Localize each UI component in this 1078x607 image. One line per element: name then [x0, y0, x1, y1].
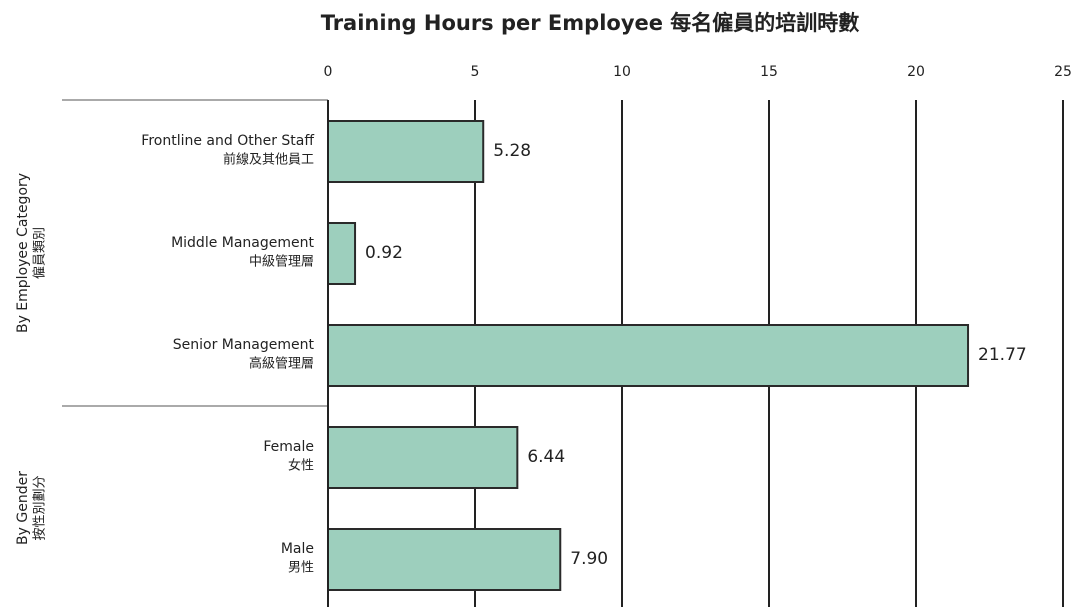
x-tick-label: 5 — [471, 64, 480, 80]
y-tick-label: Frontline and Other Staff — [141, 133, 314, 149]
y-tick-label: 中級管理層 — [249, 255, 314, 270]
bar — [327, 426, 519, 489]
value-label: 5.28 — [493, 141, 531, 161]
bar — [327, 528, 562, 591]
y-tick-label: Male — [281, 541, 314, 557]
y-tick-label: Female — [263, 439, 314, 455]
bar — [327, 222, 357, 285]
y-tick-label: 高級管理層 — [249, 356, 314, 372]
group-label: By Gender 按性別劃分 — [15, 471, 48, 545]
x-tick-label: 20 — [907, 64, 925, 80]
y-tick-label: 前線及其他員工 — [223, 152, 314, 168]
y-tick-label: 男性 — [288, 561, 314, 576]
x-tick-label: 0 — [324, 64, 333, 80]
x-tick-label: 10 — [613, 64, 631, 80]
y-tick-label: Middle Management — [171, 235, 314, 251]
x-tick-label: 25 — [1054, 64, 1072, 80]
bar — [327, 120, 485, 183]
chart-title: Training Hours per Employee 每名僱員的培訓時數 — [321, 11, 860, 35]
group-label-en: By Employee Category — [15, 173, 31, 333]
group-label-zh: 僱員類別 — [32, 227, 48, 279]
bar — [327, 324, 970, 387]
group-label-zh: 按性別劃分 — [33, 475, 48, 540]
value-label: 21.77 — [978, 345, 1027, 365]
y-tick-label: 女性 — [288, 458, 314, 474]
x-tick-label: 15 — [760, 64, 778, 80]
group-label: By Employee Category 僱員類別 — [15, 173, 48, 333]
value-label: 6.44 — [527, 447, 565, 467]
value-label: 7.90 — [570, 549, 608, 569]
y-tick-label: Senior Management — [173, 337, 315, 353]
group-label-en: By Gender — [15, 471, 31, 545]
value-label: 0.92 — [365, 243, 403, 263]
